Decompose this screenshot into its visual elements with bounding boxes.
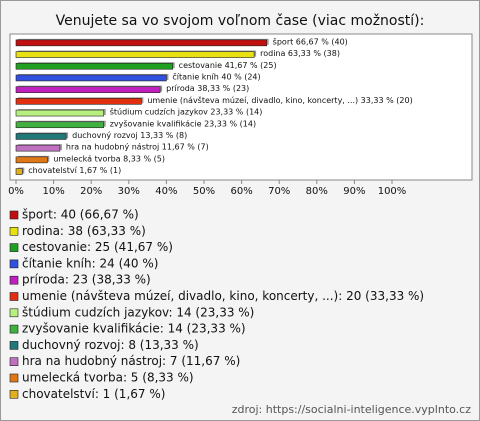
x-tick-label: 20% (80, 186, 102, 197)
chart-title: Venujete sa vo svojom voľnom čase (viac … (56, 13, 425, 29)
legend-swatch (9, 341, 19, 350)
legend-swatch (9, 210, 19, 220)
x-tick-label: 40% (155, 186, 177, 197)
legend-label: rodina: 38 (63,33 %) (22, 224, 146, 238)
data-label: chovatelství 1,67 % (1) (28, 166, 121, 175)
data-label: hra na hudobný nástroj 11,67 % (7) (66, 143, 209, 152)
legend-swatch (9, 259, 19, 269)
legend-label: čítanie kníh: 24 (40 %) (22, 256, 158, 270)
x-tick-label: 90% (343, 186, 365, 197)
legend-label: duchovný rozvoj: 8 (13,33 %) (22, 338, 199, 352)
x-tick-label: 50% (193, 186, 215, 197)
bar (15, 133, 67, 140)
legend-swatch (9, 275, 19, 285)
legend-label: chovatelství: 1 (1,67 %) (22, 387, 165, 401)
data-label: duchovný rozvoj 13,33 % (8) (72, 131, 187, 140)
legend-swatch (9, 324, 19, 334)
bar (15, 144, 61, 152)
legend-label: cestovanie: 25 (41,67 %) (22, 240, 173, 254)
legend-swatch (9, 243, 19, 252)
plot-area (9, 33, 473, 181)
legend-swatch (9, 292, 19, 301)
bar (15, 51, 255, 58)
legend-swatch (9, 373, 19, 383)
bar (15, 98, 142, 105)
data-label: umelecká tvorba 8,33 % (5) (53, 154, 165, 163)
legend-label: umenie (návšteva múzeí, divadlo, kino, k… (22, 289, 424, 303)
x-tick-label: 70% (268, 186, 290, 197)
data-label: príroda 38,33 % (23) (166, 84, 249, 93)
x-tick-label: 10% (42, 186, 64, 197)
legend-label: hra na hudobný nástroj: 7 (11,67 %) (22, 354, 240, 368)
x-tick-label: 30% (118, 186, 140, 197)
data-label: rodina 63,33 % (38) (260, 49, 340, 58)
x-tick-label: 60% (230, 186, 252, 197)
data-label: umenie (návšteva múzeí, divadlo, kino, k… (147, 95, 412, 105)
bar (15, 39, 267, 47)
x-tick-label: 80% (306, 186, 328, 197)
data-label: čítanie kníh 40 % (24) (172, 71, 260, 81)
legend-label: šport: 40 (66,67 %) (22, 208, 139, 222)
data-label: cestovanie 41,67 % (25) (179, 61, 277, 70)
legend-label: príroda: 23 (38,33 %) (22, 273, 151, 287)
bar (15, 156, 48, 164)
bar (15, 62, 173, 70)
x-tick-label: 100% (378, 186, 407, 197)
data-label: zvyšovanie kvalifikácie 23,33 % (14) (110, 118, 256, 128)
legend-label: zvyšovanie kvalifikácie: 14 (23,33 %) (22, 322, 246, 336)
bar (15, 86, 161, 93)
legend-swatch (9, 389, 19, 399)
bar (15, 74, 167, 82)
legend-label: štúdium cudzích jazykov: 14 (23,33 %) (22, 305, 254, 319)
bar (15, 168, 23, 175)
source: zdroj: https://socialni-inteligence.vypl… (232, 403, 471, 416)
legend-swatch (9, 308, 19, 318)
legend-swatch (9, 227, 19, 236)
data-label: štúdium cudzích jazykov 23,33 % (14) (110, 107, 263, 117)
data-label: šport 66,67 % (40) (273, 36, 348, 46)
legend-swatch (9, 357, 19, 367)
bar (15, 109, 105, 117)
bar (15, 121, 105, 129)
x-tick-label: 0% (8, 186, 24, 197)
legend-label: umelecká tvorba: 5 (8,33 %) (22, 371, 194, 385)
